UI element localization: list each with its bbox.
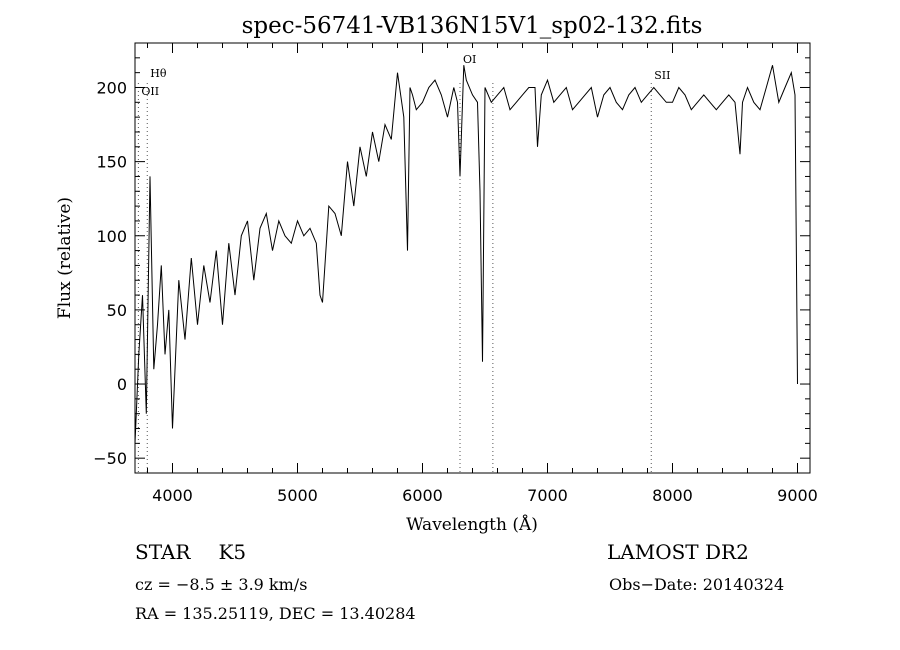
x-tick-label: 8000	[652, 486, 693, 505]
chart-title: spec-56741-VB136N15V1_sp02-132.fits	[242, 13, 703, 39]
marker-label-1: OII	[141, 85, 159, 98]
marker-label-2: OI	[463, 53, 476, 66]
plot-frame	[134, 42, 811, 474]
x-tick-label: 4000	[152, 486, 193, 505]
y-tick-label: 200	[96, 78, 127, 97]
y-tick-label: 50	[107, 301, 127, 320]
marker-label-4: SII	[654, 69, 670, 82]
marker-label-0: Hθ	[150, 67, 167, 80]
observation-date: Obs−Date: 20140324	[609, 575, 785, 594]
x-tick-label: 6000	[402, 486, 443, 505]
object-subclass: K5	[218, 540, 247, 564]
x-tick-label: 7000	[527, 486, 568, 505]
object-classification: STAR K5	[135, 540, 246, 564]
x-tick-label: 5000	[277, 486, 318, 505]
redshift-velocity: cz = −8.5 ± 3.9 km/s	[135, 575, 308, 594]
object-class: STAR	[135, 540, 191, 564]
y-tick-label: 0	[117, 375, 127, 394]
x-tick-label: 9000	[777, 486, 818, 505]
y-axis-label: Flux (relative)	[55, 197, 75, 319]
y-tick-label: −50	[93, 449, 127, 468]
spectrum-line	[134, 65, 798, 444]
plot-area: Hθ OII OI SII 4000 5000 6000 7000 8000 9000 −50 0 50…	[93, 42, 818, 505]
y-tick-label: 100	[96, 227, 127, 246]
y-tick-label: 150	[96, 153, 127, 172]
coordinates: RA = 135.25119, DEC = 13.40284	[135, 604, 416, 623]
survey-name: LAMOST DR2	[607, 540, 749, 564]
x-axis-label: Wavelength (Å)	[406, 514, 538, 535]
